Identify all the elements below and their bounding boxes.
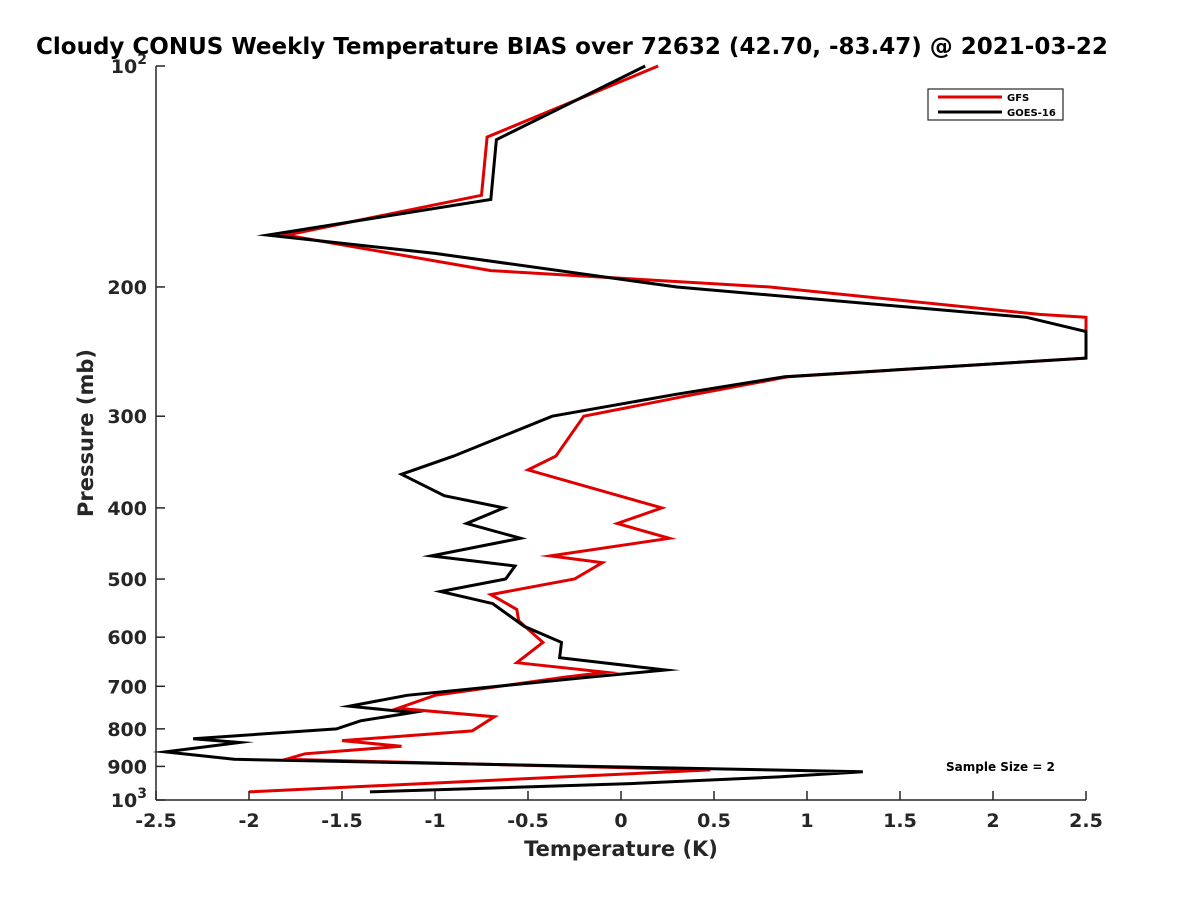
x-axis-label: Temperature (K): [524, 837, 718, 861]
y-tick-label-base: 600: [107, 627, 147, 649]
y-tick-label-base: 300: [107, 406, 147, 428]
y-tick-label-base: 900: [107, 756, 147, 778]
series-group: [152, 64, 1088, 794]
x-tick-label: 1.5: [883, 810, 917, 832]
y-tick-label-base: 200: [107, 277, 147, 299]
series-line-goes-16: [152, 64, 1088, 794]
x-tick-label: 2.5: [1069, 810, 1103, 832]
x-tick-label: -0.5: [507, 810, 549, 832]
y-tick-label: 400: [107, 498, 147, 520]
y-tick-label: 800: [107, 719, 147, 741]
legend-box: [927, 88, 1064, 121]
y-tick-label: 700: [107, 676, 147, 698]
y-tick-label-exponent: 2: [137, 52, 147, 68]
x-tick-label: 0: [614, 810, 627, 832]
y-tick-label-base: 700: [107, 676, 147, 698]
x-tick-label: -2.5: [135, 810, 177, 832]
y-tick-label: 102: [111, 52, 147, 78]
x-tick-label: -2: [238, 810, 259, 832]
x-tick-label: 2: [986, 810, 999, 832]
legend: GFS GOES-16: [927, 88, 1064, 121]
x-tick-label: 1: [800, 810, 813, 832]
chart-title: Cloudy CONUS Weekly Temperature BIAS ove…: [36, 34, 1108, 60]
legend-entry-label: GFS: [1007, 93, 1029, 104]
y-tick-label: 103: [111, 786, 147, 812]
legend-entry-label: GOES-16: [1007, 108, 1056, 119]
y-tick-label-exponent: 3: [137, 786, 147, 802]
y-tick-label: 300: [107, 406, 147, 428]
x-ticks: -2.5 -2 -1.5 -1 -0.5 0 0.5 1 1.5 2 2.5: [135, 791, 1103, 832]
plot-area: [152, 64, 1088, 801]
sample-size-annotation: Sample Size = 2: [946, 760, 1055, 774]
series-line-gfs: [248, 64, 1088, 794]
x-tick-label: -1.5: [321, 810, 363, 832]
y-tick-label: 600: [107, 627, 147, 649]
y-tick-label: 200: [107, 277, 147, 299]
x-tick-label: 0.5: [697, 810, 731, 832]
x-tick-label: -1: [424, 810, 445, 832]
y-tick-label-base: 10: [111, 790, 137, 812]
y-tick-label-base: 400: [107, 498, 147, 520]
y-axis-label: Pressure (mb): [74, 349, 98, 517]
y-tick-label: 500: [107, 569, 147, 591]
y-tick-label-base: 10: [111, 56, 137, 78]
y-tick-label-base: 800: [107, 719, 147, 741]
y-tick-label: 900: [107, 756, 147, 778]
y-tick-label-base: 500: [107, 569, 147, 591]
